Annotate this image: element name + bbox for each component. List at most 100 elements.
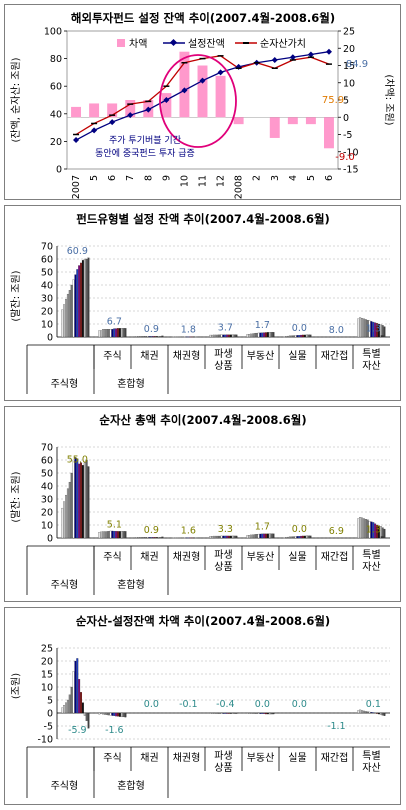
data-label: 1.3 — [366, 524, 381, 535]
data-bar — [255, 332, 258, 338]
data-bar — [146, 336, 149, 338]
data-bar — [302, 334, 304, 338]
data-label: -1.6 — [105, 725, 124, 736]
y-tick-label: 15 — [41, 670, 53, 681]
y-tick-label: 40 — [41, 281, 53, 292]
data-bar — [214, 334, 217, 338]
data-label: 0.0 — [292, 524, 307, 535]
data-bar — [372, 712, 375, 714]
data-bar — [257, 332, 260, 338]
setting-balance-point — [217, 69, 224, 76]
y-axis-label: (말잔: 조원) — [10, 270, 22, 321]
data-bar — [366, 519, 369, 539]
data-bar — [66, 699, 69, 714]
data-bar — [376, 323, 378, 338]
data-bar — [115, 328, 118, 338]
data-bar — [250, 333, 252, 338]
data-bar — [374, 523, 377, 539]
y-tick-label: 20 — [41, 508, 53, 519]
chart-title: 해외투자펀드 설정 잔액 추이(2007.4월-2008.6월) — [71, 11, 335, 25]
data-bar — [120, 531, 123, 539]
data-bar — [372, 321, 375, 338]
legend-label-nav: 순자산가치 — [260, 38, 306, 50]
x-tick-label: 8 — [143, 175, 154, 181]
x-tick-label: 5 — [89, 175, 100, 181]
data-bar — [228, 334, 230, 338]
y-left-tick-label: 80 — [50, 54, 62, 65]
x-label-bond: 채권 — [140, 350, 158, 362]
data-bar — [261, 533, 264, 539]
data-bar — [368, 320, 371, 338]
data-bar — [83, 258, 86, 338]
data-bar — [65, 299, 67, 338]
data-bar — [209, 536, 212, 539]
data-bar — [189, 537, 192, 539]
data-bar — [191, 537, 193, 539]
data-bar — [148, 336, 151, 338]
x-label-special-2: 자산 — [362, 762, 380, 774]
data-label: 1.3 — [366, 323, 381, 334]
data-bar — [376, 712, 378, 714]
data-bar — [381, 712, 384, 716]
data-bar — [231, 712, 234, 714]
data-label: 0.1 — [366, 699, 381, 710]
data-label: 5.1 — [107, 519, 122, 530]
data-bar — [250, 712, 252, 714]
data-bar — [87, 466, 90, 539]
data-bar — [115, 531, 118, 539]
data-label: 6.9 — [329, 526, 344, 537]
diff-bar — [89, 103, 100, 118]
data-bar — [292, 335, 295, 338]
data-bar — [80, 462, 82, 539]
data-bar — [309, 535, 312, 539]
data-bar — [198, 336, 201, 338]
data-bar — [120, 712, 123, 718]
data-bar — [251, 534, 254, 539]
x-tick-label: 4 — [288, 175, 299, 181]
data-bar — [357, 710, 360, 714]
data-bar — [83, 462, 86, 539]
data-bar — [194, 537, 197, 539]
x-tick-label: 11 — [198, 175, 209, 187]
data-label-setting-last: 84.9 — [346, 59, 368, 70]
data-bar — [117, 328, 119, 338]
data-bar — [229, 535, 232, 539]
data-bar — [220, 535, 223, 539]
data-label: 0.0 — [255, 699, 270, 710]
data-bar — [370, 321, 373, 338]
data-bar — [111, 712, 114, 716]
data-bar — [222, 712, 225, 714]
x-label-derivative-1: 파생 — [214, 750, 232, 762]
fund-type-setting-chart: 펀드유형별 설정 잔액 추이(2007.4월-2008.6월) (말잔: 조원)… — [10, 212, 390, 394]
data-bar — [187, 336, 190, 338]
data-bar — [257, 712, 260, 714]
x-tick-label: 3 — [270, 175, 281, 181]
data-bar — [370, 712, 373, 714]
data-label: 3.3 — [218, 524, 233, 535]
y-left-tick-label: 20 — [50, 137, 62, 148]
data-bar — [213, 535, 215, 539]
data-bar — [259, 533, 262, 539]
data-bar — [183, 537, 186, 539]
data-bar — [105, 531, 108, 539]
data-bar — [283, 336, 286, 338]
data-bar — [150, 336, 153, 338]
data-bar — [298, 335, 301, 338]
data-bar — [214, 712, 217, 714]
data-bar — [364, 319, 367, 338]
data-label: 55.0 — [67, 455, 88, 466]
data-label-diff-last: -9.0 — [335, 152, 355, 163]
data-bar — [272, 332, 275, 338]
data-bar — [63, 705, 66, 714]
data-label: 0.0 — [144, 699, 159, 710]
x-label-fund-of-funds: 재간접 — [321, 752, 349, 764]
data-bar — [78, 463, 81, 539]
diff-bar — [269, 117, 280, 138]
data-bar — [85, 258, 88, 338]
y-tick-label: 10 — [41, 521, 53, 532]
data-bar — [109, 530, 112, 539]
data-bar — [362, 518, 365, 539]
data-bar — [196, 537, 199, 539]
data-bar — [270, 533, 273, 539]
